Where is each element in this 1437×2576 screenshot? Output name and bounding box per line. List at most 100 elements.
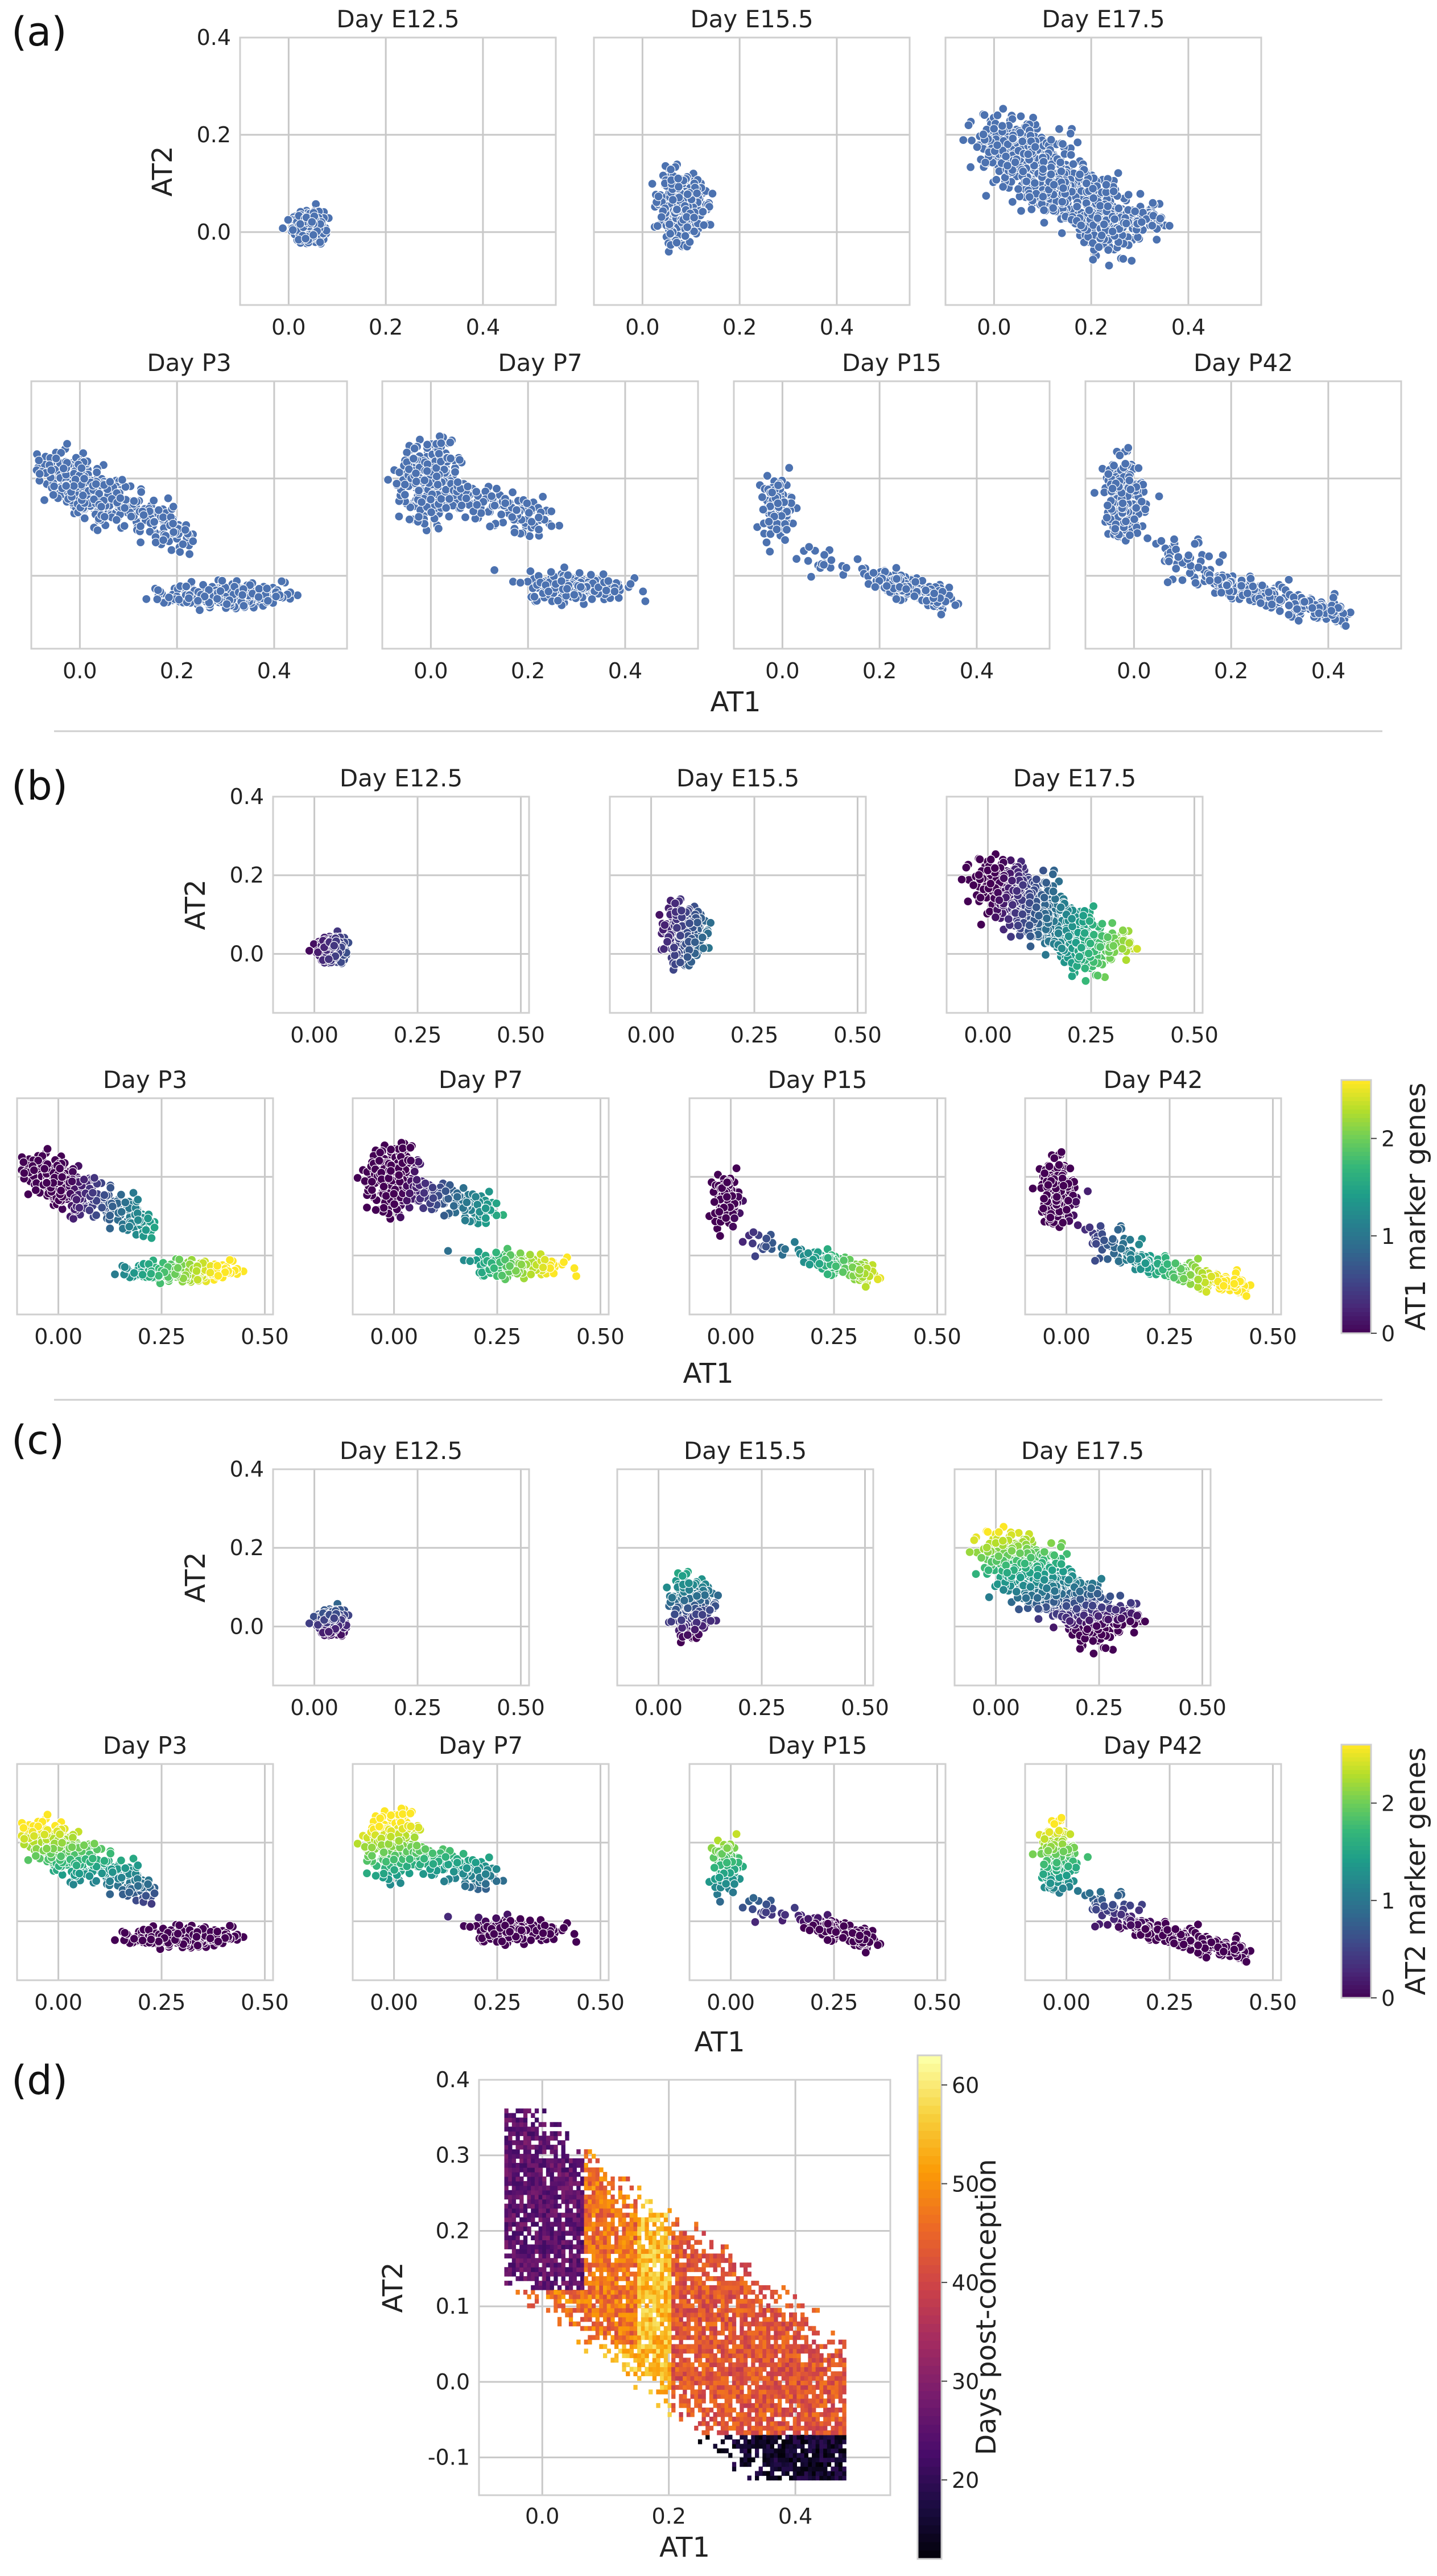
point	[765, 547, 775, 557]
point	[921, 586, 931, 595]
point	[1142, 533, 1153, 543]
point	[463, 481, 473, 492]
point	[1222, 580, 1232, 590]
point	[126, 512, 136, 521]
point	[515, 578, 525, 588]
point	[680, 231, 690, 241]
point	[193, 596, 203, 605]
point	[1109, 187, 1118, 196]
point	[79, 474, 89, 484]
point	[137, 487, 146, 497]
x-tick-label: 0.4	[608, 658, 642, 683]
point	[1101, 180, 1111, 189]
point	[901, 584, 911, 594]
point	[414, 485, 424, 496]
point	[383, 475, 393, 485]
point	[1284, 600, 1294, 611]
plot-frame	[272, 796, 530, 1014]
point	[492, 484, 502, 493]
point	[654, 192, 663, 201]
point	[96, 502, 106, 512]
point	[510, 527, 519, 537]
point	[168, 502, 178, 512]
point	[998, 182, 1008, 192]
point	[117, 475, 127, 485]
point	[414, 512, 424, 522]
point	[1076, 221, 1086, 230]
point	[1284, 575, 1294, 584]
point	[1073, 138, 1083, 147]
point	[416, 497, 427, 507]
point	[1113, 168, 1123, 178]
point	[271, 592, 281, 601]
point	[1058, 197, 1067, 207]
point	[1027, 204, 1037, 214]
subplot-title: Day E15.5	[690, 5, 813, 33]
point	[655, 910, 664, 920]
point	[1016, 112, 1026, 121]
point	[422, 440, 432, 450]
point	[426, 508, 436, 517]
point	[164, 592, 174, 603]
y-tick-label: 0.2	[230, 863, 264, 888]
point	[1018, 137, 1027, 146]
point	[782, 525, 792, 535]
point	[559, 562, 569, 572]
point	[181, 582, 191, 591]
point	[772, 525, 782, 534]
point	[1104, 261, 1114, 270]
point	[773, 498, 783, 508]
point	[547, 521, 556, 531]
subplot-1: Day E15.50.0 0.2 0.4	[593, 5, 911, 340]
point	[1328, 593, 1338, 603]
point	[683, 189, 692, 199]
point	[791, 554, 802, 564]
point	[1194, 563, 1203, 572]
point	[547, 506, 556, 516]
point	[1016, 206, 1026, 216]
x-tick-label: 0.0	[977, 315, 1011, 340]
point	[1110, 524, 1120, 534]
point	[1155, 214, 1165, 224]
point	[49, 481, 59, 491]
point	[1038, 865, 1048, 876]
point	[51, 454, 61, 463]
subplot-title: Day E17.5	[1013, 764, 1136, 792]
point	[1093, 213, 1102, 223]
point	[295, 219, 305, 229]
point	[1178, 575, 1187, 585]
point	[660, 920, 670, 930]
point	[178, 539, 188, 549]
point	[1129, 514, 1139, 524]
point	[569, 590, 579, 600]
x-tick-label: 0.4	[1311, 658, 1345, 683]
point	[1264, 587, 1274, 597]
x-tick-label: 0.4	[820, 315, 854, 340]
point	[1018, 167, 1028, 176]
plot-frame	[609, 796, 867, 1014]
x-tick-label: 0.2	[1214, 658, 1248, 683]
point	[664, 220, 674, 229]
point	[1038, 164, 1048, 174]
point	[1055, 158, 1066, 167]
point	[1075, 170, 1085, 179]
point	[698, 207, 708, 217]
point	[1102, 513, 1112, 522]
point	[151, 538, 160, 547]
point	[841, 563, 851, 573]
x-tick-label: 0.0	[414, 658, 448, 683]
point	[1137, 217, 1147, 227]
point	[216, 586, 225, 596]
point	[239, 601, 249, 611]
point	[1121, 517, 1131, 526]
point	[46, 465, 56, 475]
point	[601, 586, 611, 595]
point	[460, 512, 470, 522]
subplot-4: Day P70.0 0.2 0.4	[381, 349, 699, 683]
point	[400, 490, 410, 500]
point	[1023, 149, 1033, 159]
point	[1118, 498, 1128, 508]
x-tick-label: 0.0	[63, 658, 97, 683]
points	[278, 199, 333, 249]
